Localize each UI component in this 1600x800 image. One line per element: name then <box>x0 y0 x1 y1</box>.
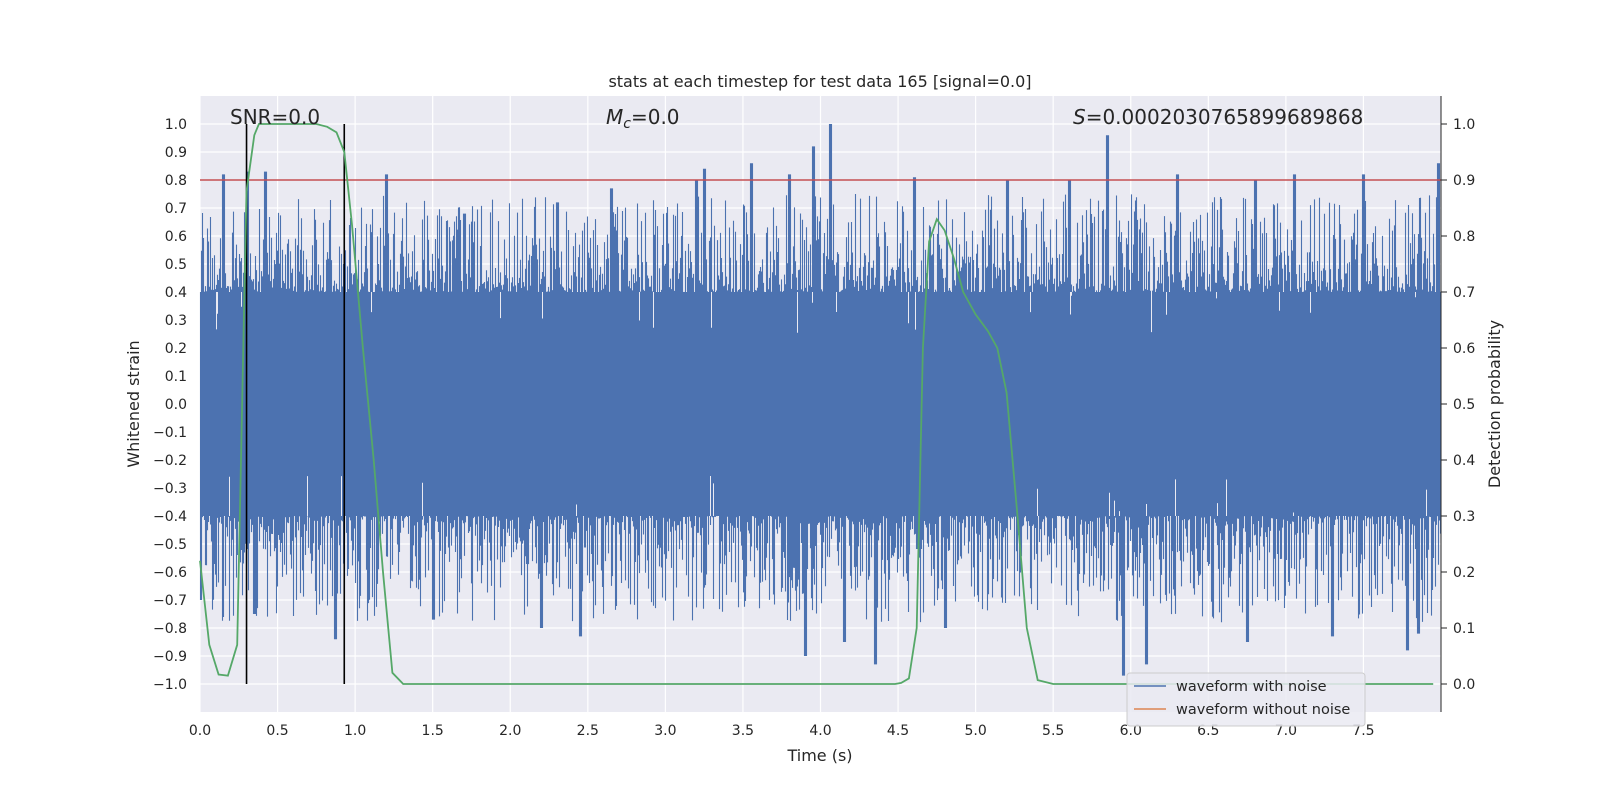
s-symbol: S <box>1073 105 1086 129</box>
y-tick-label: −0.5 <box>153 537 187 553</box>
x-tick-label: 1.0 <box>344 723 366 739</box>
y-tick-label: 0.6 <box>165 229 187 245</box>
legend-label-without-noise: waveform without noise <box>1176 702 1350 718</box>
x-axis-label: Time (s) <box>786 746 852 765</box>
snr-annotation: SNR=0.0 <box>230 105 320 129</box>
detection-probability-line <box>199 123 1434 685</box>
y-axis-ticks: 1.0 0.9 0.8 0.7 0.6 0.5 0.4 0.3 0.2 0.1 0.0 −0.1 −0.… <box>153 117 187 693</box>
y-tick-label: −0.8 <box>153 621 187 637</box>
y2-tick-label: 0.2 <box>1453 565 1475 581</box>
chirp-mass-subscript: c <box>623 116 631 132</box>
waveform-with-noise-series <box>199 124 1442 676</box>
y-tick-label: −0.6 <box>153 565 187 581</box>
chirp-mass-annotation: Mc=0.0 <box>606 105 680 132</box>
legend-box <box>1126 672 1366 727</box>
s-annotation: S=0.0002030765899689868 <box>1073 105 1363 129</box>
y-tick-label: −1.0 <box>153 677 187 693</box>
x-tick-label: 4.0 <box>809 723 831 739</box>
x-tick-label: 0.0 <box>189 723 211 739</box>
x-tick-label: 7.0 <box>1275 723 1297 739</box>
y2-tick-label: 0.9 <box>1453 173 1475 189</box>
y-tick-label: 0.9 <box>165 145 187 161</box>
y-tick-label: −0.2 <box>153 453 187 469</box>
y-tick-label: −0.9 <box>153 649 187 665</box>
y-tick-label: −0.3 <box>153 481 187 497</box>
y-tick-label: 0.0 <box>165 397 187 413</box>
y2-axis-label: Detection probability <box>1485 320 1504 488</box>
y-tick-label: 0.7 <box>165 201 187 217</box>
x-tick-label: 2.5 <box>577 723 599 739</box>
y2-tick-label: 0.6 <box>1453 341 1475 357</box>
y-tick-label: 0.4 <box>165 285 187 301</box>
y-tick-label: 0.5 <box>165 257 187 273</box>
y2-tick-label: 0.8 <box>1453 229 1475 245</box>
x-tick-label: 5.5 <box>1042 723 1064 739</box>
x-tick-label: 6.5 <box>1197 723 1219 739</box>
x-tick-label: 4.5 <box>887 723 909 739</box>
y-tick-label: −0.4 <box>153 509 187 525</box>
y-tick-label: 0.8 <box>165 173 187 189</box>
legend: waveform with noise waveform without noi… <box>1126 672 1366 727</box>
y-tick-label: −0.7 <box>153 593 187 609</box>
x-tick-label: 1.5 <box>422 723 444 739</box>
x-axis-ticks: 0.0 0.5 1.0 1.5 2.0 2.5 3.0 3.5 4.0 4.5 5.0 5.5 6.0 6… <box>189 723 1375 739</box>
x-tick-label: 7.5 <box>1352 723 1374 739</box>
x-tick-label: 3.5 <box>732 723 754 739</box>
y-axis-label: Whitened strain <box>124 340 143 467</box>
x-tick-label: 3.0 <box>654 723 676 739</box>
y2-axis-ticks: 1.0 0.9 0.8 0.7 0.6 0.5 0.4 0.3 0.2 0.1 0.0 <box>1440 96 1475 712</box>
y2-tick-label: 0.3 <box>1453 509 1475 525</box>
x-tick-label: 0.5 <box>266 723 288 739</box>
x-tick-label: 2.0 <box>499 723 521 739</box>
chirp-mass-symbol: M <box>606 105 623 129</box>
y-tick-label: 0.3 <box>165 313 187 329</box>
x-tick-label: 6.0 <box>1120 723 1142 739</box>
y2-tick-label: 0.1 <box>1453 621 1475 637</box>
s-value: =0.0002030765899689868 <box>1086 105 1364 129</box>
y2-tick-label: 0.4 <box>1453 453 1475 469</box>
x-tick-label: 5.0 <box>964 723 986 739</box>
y-tick-label: 0.1 <box>165 369 187 385</box>
y2-tick-label: 0.0 <box>1453 677 1475 693</box>
chirp-mass-value: =0.0 <box>631 105 680 129</box>
y-tick-label: −0.1 <box>153 425 187 441</box>
y2-tick-label: 0.5 <box>1453 397 1475 413</box>
chart-title: stats at each timestep for test data 165… <box>608 72 1031 91</box>
overlay-lines <box>199 123 1441 685</box>
y2-tick-label: 1.0 <box>1453 117 1475 133</box>
y-tick-label: 0.2 <box>165 341 187 357</box>
y2-tick-label: 0.7 <box>1453 285 1475 301</box>
y-tick-label: 1.0 <box>165 117 187 133</box>
legend-label-with-noise: waveform with noise <box>1176 679 1327 695</box>
